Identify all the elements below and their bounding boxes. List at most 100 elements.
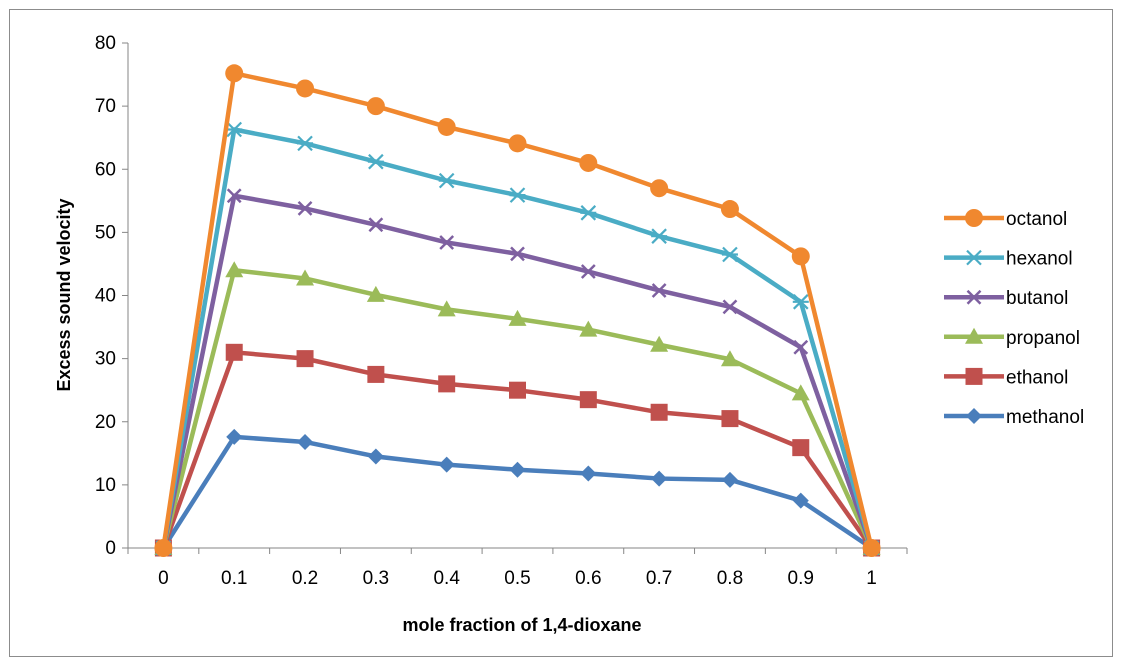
data-point-methanol <box>509 461 526 478</box>
legend-marker-octanol <box>965 209 983 227</box>
data-point-methanol <box>792 492 809 509</box>
data-point-butanol <box>368 217 384 233</box>
data-point-octanol <box>791 247 810 266</box>
y-tick-label: 20 <box>95 412 116 433</box>
data-point-butanol <box>297 201 313 216</box>
data-point-butanol <box>580 264 596 279</box>
data-point-propanol <box>579 320 598 337</box>
series-line-butanol <box>161 193 874 549</box>
legend-item-butanol: butanol <box>944 288 1068 309</box>
data-point-octanol <box>650 179 669 198</box>
y-tick-label: 60 <box>95 159 116 180</box>
data-point-propanol <box>225 261 244 278</box>
y-tick-label: 30 <box>95 349 116 370</box>
data-point-ethanol <box>721 410 739 428</box>
data-point-octanol <box>862 539 881 557</box>
data-point-octanol <box>154 539 173 557</box>
chart-frame <box>9 9 1113 657</box>
data-point-methanol <box>651 470 668 487</box>
x-tick-label: 1 <box>866 568 877 589</box>
y-tick-label: 80 <box>95 33 116 54</box>
series-butanol <box>156 188 879 556</box>
series-layer <box>154 64 881 557</box>
data-point-propanol <box>437 300 456 317</box>
data-point-ethanol <box>438 375 456 393</box>
data-point-methanol <box>721 471 738 488</box>
x-tick-label: 0.6 <box>575 568 601 589</box>
x-axis-title: mole fraction of 1,4-dioxane <box>402 615 641 635</box>
data-point-ethanol <box>367 365 385 383</box>
data-point-propanol <box>791 384 810 401</box>
legend-marker-methanol <box>966 408 982 424</box>
x-tick-label: 0.7 <box>646 568 672 589</box>
legend-marker-ethanol <box>965 367 983 385</box>
data-point-octanol <box>720 200 739 219</box>
data-point-ethanol <box>296 350 314 368</box>
x-axis-ticks: 0 0.1 0.2 0.3 0.4 0.5 0.6 0.7 0.8 0.9 1 <box>127 548 908 589</box>
data-point-ethanol <box>225 343 243 361</box>
legend-item-octanol: octanol <box>944 209 1067 230</box>
x-tick-label: 0.5 <box>504 568 530 589</box>
legend-item-propanol: propanol <box>944 327 1080 349</box>
series-methanol <box>155 428 880 556</box>
data-point-propanol <box>366 285 385 302</box>
x-tick-label: 0.3 <box>363 568 389 589</box>
x-tick-label: 0.9 <box>788 568 814 589</box>
legend-label-propanol: propanol <box>1006 328 1080 349</box>
data-point-hexanol <box>792 294 809 310</box>
legend-marker-hexanol <box>966 249 982 266</box>
y-tick-label: 50 <box>95 222 116 243</box>
data-point-hexanol <box>438 172 455 189</box>
data-point-octanol <box>579 153 598 172</box>
series-line-ethanol <box>161 350 874 550</box>
data-point-methanol <box>297 433 314 450</box>
data-point-ethanol <box>509 381 526 399</box>
data-point-ethanol <box>579 391 597 409</box>
x-tick-label: 0.8 <box>717 568 743 589</box>
data-point-propanol <box>650 335 669 352</box>
data-point-octanol <box>366 97 385 116</box>
data-point-hexanol <box>509 187 526 203</box>
y-tick-label: 0 <box>105 538 116 559</box>
y-axis-title: Excess sound velocity <box>54 198 74 391</box>
y-tick-label: 40 <box>95 286 116 307</box>
data-point-methanol <box>580 465 597 482</box>
data-point-butanol <box>510 246 525 262</box>
data-point-octanol <box>225 64 244 83</box>
legend-label-ethanol: ethanol <box>1006 367 1068 388</box>
legend-marker-propanol <box>965 327 983 344</box>
data-point-octanol <box>508 134 527 153</box>
series-line-hexanol <box>161 127 874 549</box>
data-point-hexanol <box>297 135 314 152</box>
data-point-hexanol <box>651 228 668 244</box>
data-point-hexanol <box>580 205 597 221</box>
y-axis-ticks: 0 10 20 30 40 50 60 70 80 <box>95 33 128 559</box>
x-tick-label: 0.4 <box>433 568 460 589</box>
data-point-butanol <box>793 339 809 355</box>
data-point-butanol <box>439 235 455 250</box>
legend-marker-butanol <box>966 289 982 305</box>
data-point-octanol <box>437 117 456 136</box>
legend-item-ethanol: ethanol <box>944 367 1068 388</box>
series-ethanol <box>154 343 881 557</box>
y-tick-label: 70 <box>95 96 116 117</box>
legend: octanol hexanol butanol propanol ethanol meth… <box>944 209 1084 428</box>
series-propanol <box>154 261 881 555</box>
data-point-hexanol <box>367 153 384 170</box>
legend-label-butanol: butanol <box>1006 288 1068 309</box>
x-tick-label: 0 <box>158 568 169 589</box>
data-point-methanol <box>367 448 384 465</box>
data-point-ethanol <box>792 439 810 457</box>
x-tick-label: 0.1 <box>221 568 247 589</box>
data-point-butanol <box>722 299 738 315</box>
x-tick-label: 0.2 <box>292 568 318 589</box>
data-point-propanol <box>508 309 527 326</box>
data-point-hexanol <box>721 246 738 263</box>
legend-item-methanol: methanol <box>944 407 1084 428</box>
legend-label-octanol: octanol <box>1006 209 1067 230</box>
series-octanol <box>154 64 881 557</box>
data-point-butanol <box>226 188 242 204</box>
data-point-hexanol <box>226 121 243 138</box>
legend-item-hexanol: hexanol <box>944 249 1073 270</box>
